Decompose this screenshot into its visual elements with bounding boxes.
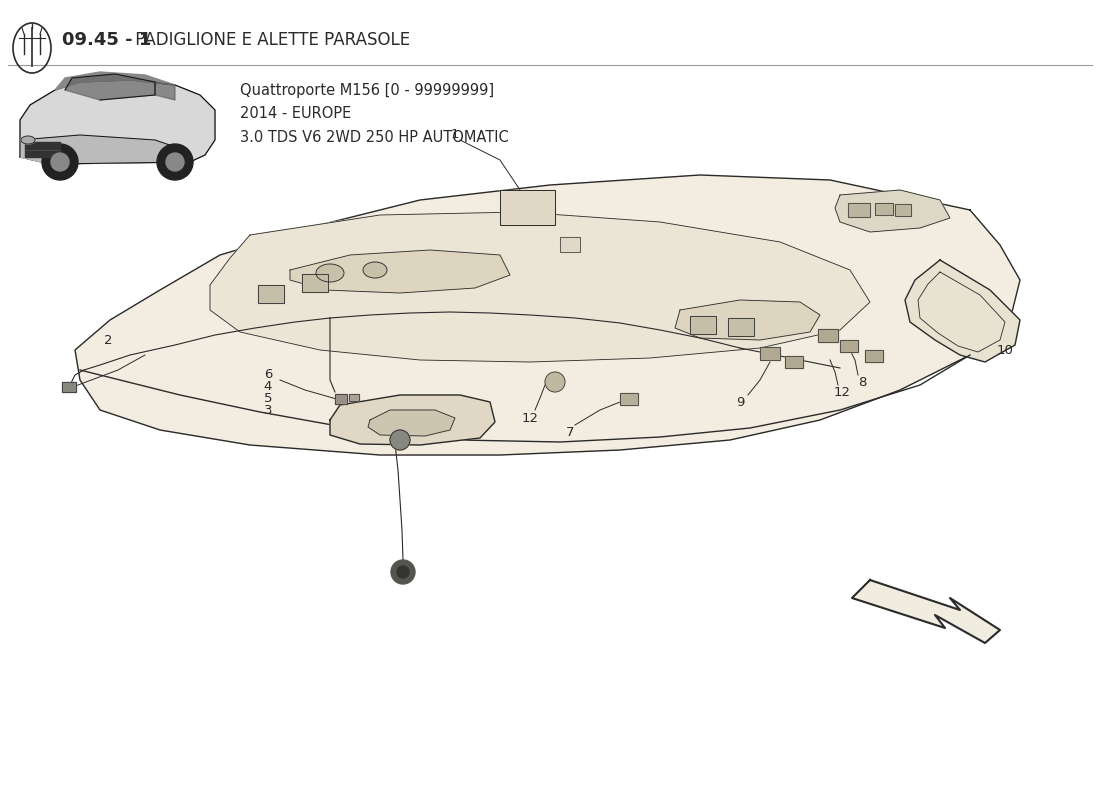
Bar: [500, 190, 556, 225]
Circle shape: [166, 153, 184, 171]
Polygon shape: [155, 82, 175, 100]
Bar: [336, 394, 346, 404]
Bar: [62, 382, 76, 392]
Bar: [874, 203, 893, 215]
Bar: [865, 350, 883, 362]
Bar: [728, 318, 754, 336]
Bar: [728, 318, 754, 336]
Text: 09.45 - 1: 09.45 - 1: [62, 31, 152, 49]
Text: 4: 4: [264, 381, 272, 394]
Text: 9: 9: [736, 395, 745, 409]
Text: 2: 2: [103, 334, 112, 346]
Text: 12: 12: [521, 411, 539, 425]
Polygon shape: [852, 580, 1000, 643]
Bar: [818, 329, 838, 342]
Bar: [840, 340, 858, 352]
Text: 8: 8: [858, 375, 866, 389]
Bar: [785, 356, 803, 368]
Circle shape: [544, 372, 565, 392]
Bar: [620, 393, 638, 405]
Polygon shape: [20, 80, 214, 164]
Bar: [560, 237, 580, 252]
Polygon shape: [905, 260, 1020, 362]
Bar: [760, 347, 780, 360]
Polygon shape: [55, 72, 175, 90]
Polygon shape: [20, 135, 190, 164]
Bar: [336, 394, 346, 404]
Bar: [25, 142, 60, 157]
Bar: [258, 285, 284, 303]
Bar: [690, 316, 716, 334]
Text: 2014 - EUROPE: 2014 - EUROPE: [240, 106, 351, 122]
Bar: [895, 204, 911, 216]
Bar: [865, 350, 883, 362]
Bar: [560, 237, 580, 252]
Polygon shape: [290, 250, 510, 293]
Text: 12: 12: [834, 386, 850, 398]
Ellipse shape: [363, 262, 387, 278]
Bar: [302, 274, 328, 292]
Text: 5: 5: [264, 393, 273, 406]
Ellipse shape: [316, 264, 344, 282]
Text: 7: 7: [565, 426, 574, 438]
Bar: [818, 329, 838, 342]
Polygon shape: [210, 212, 870, 362]
Bar: [258, 285, 284, 303]
Bar: [349, 394, 359, 401]
Circle shape: [42, 144, 78, 180]
Polygon shape: [835, 190, 950, 232]
Bar: [874, 203, 893, 215]
Bar: [848, 203, 870, 217]
Circle shape: [51, 153, 69, 171]
Circle shape: [157, 144, 192, 180]
Bar: [62, 382, 76, 392]
Circle shape: [390, 430, 410, 450]
Text: 3.0 TDS V6 2WD 250 HP AUTOMATIC: 3.0 TDS V6 2WD 250 HP AUTOMATIC: [240, 130, 508, 146]
Text: 3: 3: [264, 405, 273, 418]
Polygon shape: [75, 175, 1020, 455]
Polygon shape: [675, 300, 820, 340]
Text: PADIGLIONE E ALETTE PARASOLE: PADIGLIONE E ALETTE PARASOLE: [130, 31, 410, 49]
Circle shape: [390, 560, 415, 584]
Text: 6: 6: [264, 369, 272, 382]
Polygon shape: [368, 410, 455, 436]
Text: 1: 1: [451, 129, 460, 142]
Circle shape: [397, 566, 409, 578]
Bar: [895, 204, 911, 216]
Ellipse shape: [21, 136, 35, 144]
Text: Quattroporte M156 [0 - 99999999]: Quattroporte M156 [0 - 99999999]: [240, 82, 494, 98]
Bar: [690, 316, 716, 334]
Polygon shape: [65, 74, 155, 100]
Bar: [760, 347, 780, 360]
Bar: [620, 393, 638, 405]
Bar: [500, 190, 556, 225]
Polygon shape: [330, 395, 495, 445]
Bar: [349, 394, 359, 401]
Bar: [840, 340, 858, 352]
Bar: [848, 203, 870, 217]
Bar: [785, 356, 803, 368]
Bar: [302, 274, 328, 292]
Text: 10: 10: [997, 343, 1013, 357]
